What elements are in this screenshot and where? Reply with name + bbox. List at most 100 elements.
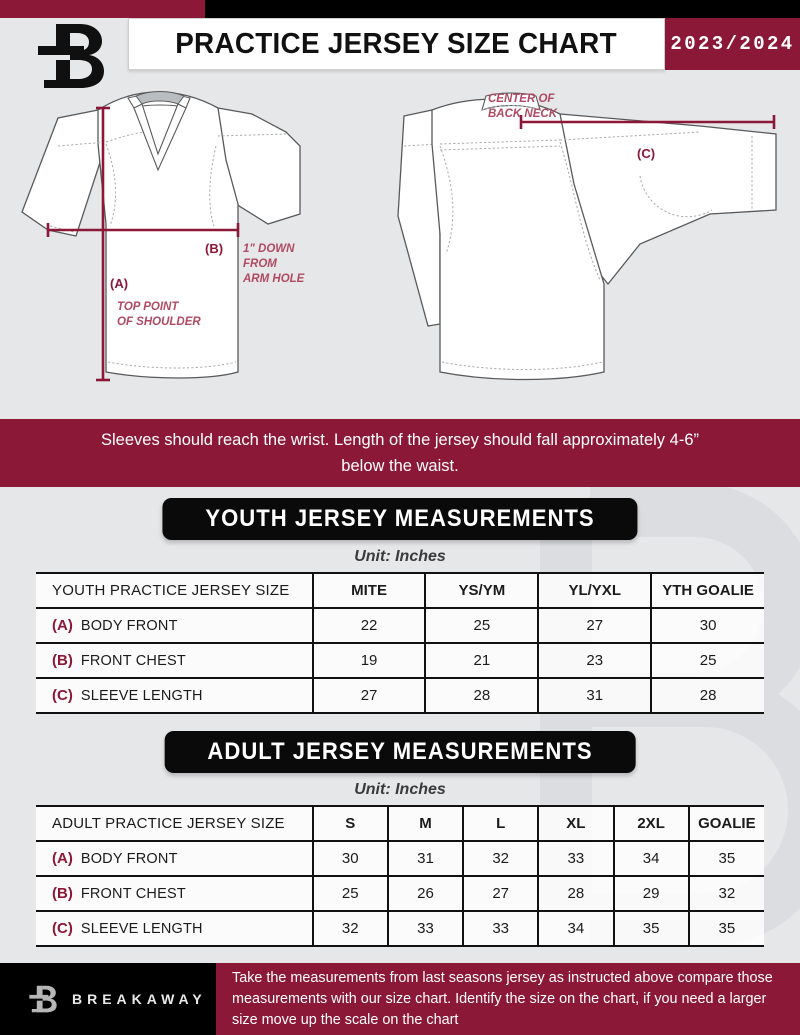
adult-section-label: ADULT JERSEY MEASUREMENTS xyxy=(207,738,593,765)
breakaway-b-logo-icon xyxy=(29,985,57,1013)
adult-table-wrap: ADULT PRACTICE JERSEY SIZE S M L XL 2XL … xyxy=(36,805,764,947)
value-cell: 23 xyxy=(538,643,653,679)
value-cell: 35 xyxy=(613,911,690,947)
value-cell: 35 xyxy=(688,841,764,877)
front-jersey-illustration: (A) TOP POINT OF SHOULDER (B) 1" DOWN FR… xyxy=(21,91,305,382)
row-label-cell: (A) BODY FRONT xyxy=(36,841,314,877)
footer-brand-block: BREAKAWAY xyxy=(0,963,216,1035)
value-cell: 34 xyxy=(613,841,690,877)
sleeve-length-note-text: Sleeves should reach the wrist. Length o… xyxy=(101,431,699,475)
table-row: (C) SLEEVE LENGTH 32 33 33 34 35 35 xyxy=(36,911,764,947)
value-cell: 27 xyxy=(538,608,653,644)
table-header-row: ADULT PRACTICE JERSEY SIZE S M L XL 2XL … xyxy=(36,805,764,842)
back-label-c-tag: (C) xyxy=(637,146,655,161)
youth-size-table: YOUTH PRACTICE JERSEY SIZE MITE YS/YM YL… xyxy=(36,572,764,714)
row-label-cell: (B) FRONT CHEST xyxy=(36,876,314,912)
value-cell: 32 xyxy=(463,841,540,877)
back-label-c-note-2: BACK NECK xyxy=(488,108,558,120)
row-label: SLEEVE LENGTH xyxy=(80,921,203,937)
column-header: MITE xyxy=(312,572,427,609)
value-cell: 25 xyxy=(651,643,764,679)
value-cell: 30 xyxy=(312,841,389,877)
column-header: M xyxy=(387,805,465,842)
value-cell: 33 xyxy=(463,911,540,947)
column-header: YL/YXL xyxy=(538,572,653,609)
value-cell: 27 xyxy=(463,876,540,912)
value-cell: 28 xyxy=(538,876,615,912)
value-cell: 26 xyxy=(387,876,465,912)
table-row: (C) SLEEVE LENGTH 27 28 31 28 xyxy=(36,678,764,714)
breakaway-b-logo-icon xyxy=(38,24,104,88)
row-label-cell: (A) BODY FRONT xyxy=(36,608,314,644)
front-label-b-note-2: FROM xyxy=(243,258,277,270)
column-header: L xyxy=(463,805,540,842)
column-header: YOUTH PRACTICE JERSEY SIZE xyxy=(36,572,314,609)
value-cell: 27 xyxy=(312,678,427,714)
title-plate: PRACTICE JERSEY SIZE CHART xyxy=(128,18,665,70)
adult-unit-label: Unit: Inches xyxy=(354,781,446,798)
sleeve-length-note-band: Sleeves should reach the wrist. Length o… xyxy=(0,419,800,487)
front-label-a-note-1: TOP POINT xyxy=(117,301,179,313)
value-cell: 28 xyxy=(651,678,764,714)
adult-section-pill: ADULT JERSEY MEASUREMENTS xyxy=(164,731,636,773)
back-jersey-illustration: CENTER OF BACK NECK (C) xyxy=(397,92,777,381)
row-tag: (A) xyxy=(52,617,73,634)
jersey-diagram: .body { fill:#ffffff; stroke:#58595b; st… xyxy=(0,84,800,414)
column-header: YS/YM xyxy=(425,572,540,609)
row-label: BODY FRONT xyxy=(80,851,178,867)
page-header: PRACTICE JERSEY SIZE CHART 2023/2024 xyxy=(0,18,800,88)
row-tag: (B) xyxy=(52,885,73,902)
table-row: (A) BODY FRONT 22 25 27 30 xyxy=(36,608,764,644)
top-accent-bar xyxy=(0,0,800,18)
column-header: S xyxy=(312,805,389,842)
row-tag: (C) xyxy=(52,920,73,937)
value-cell: 33 xyxy=(387,911,465,947)
footer-instructions-block: Take the measurements from last seasons … xyxy=(216,963,800,1035)
row-label: BODY FRONT xyxy=(80,618,178,634)
column-header: GOALIE xyxy=(688,805,764,842)
season-year-label: 2023/2024 xyxy=(670,33,795,55)
footer-instructions-text: Take the measurements from last seasons … xyxy=(232,969,773,1028)
adult-size-table: ADULT PRACTICE JERSEY SIZE S M L XL 2XL … xyxy=(36,805,764,947)
youth-table-wrap: YOUTH PRACTICE JERSEY SIZE MITE YS/YM YL… xyxy=(36,572,764,714)
column-header: 2XL xyxy=(613,805,690,842)
value-cell: 31 xyxy=(387,841,465,877)
youth-unit-label: Unit: Inches xyxy=(354,548,446,565)
value-cell: 32 xyxy=(312,911,389,947)
value-cell: 32 xyxy=(688,876,764,912)
value-cell: 29 xyxy=(613,876,690,912)
page-footer: BREAKAWAY Take the measurements from las… xyxy=(0,963,800,1035)
youth-section-pill: YOUTH JERSEY MEASUREMENTS xyxy=(162,498,638,540)
table-row: (B) FRONT CHEST 25 26 27 28 29 32 xyxy=(36,876,764,912)
front-label-a-tag: (A) xyxy=(110,276,128,291)
column-header: XL xyxy=(538,805,615,842)
row-label: SLEEVE LENGTH xyxy=(80,688,203,704)
value-cell: 28 xyxy=(425,678,540,714)
front-label-b-note-3: ARM HOLE xyxy=(242,273,305,285)
value-cell: 34 xyxy=(538,911,615,947)
season-year-badge: 2023/2024 xyxy=(665,18,800,70)
value-cell: 35 xyxy=(688,911,764,947)
row-tag: (C) xyxy=(52,687,73,704)
footer-brand-name: BREAKAWAY xyxy=(72,991,207,1007)
table-row: (A) BODY FRONT 30 31 32 33 34 35 xyxy=(36,841,764,877)
front-label-b-note-1: 1" DOWN xyxy=(243,243,295,255)
row-label-cell: (C) SLEEVE LENGTH xyxy=(36,678,314,714)
row-label-cell: (B) FRONT CHEST xyxy=(36,643,314,679)
table-header-row: YOUTH PRACTICE JERSEY SIZE MITE YS/YM YL… xyxy=(36,572,764,609)
youth-section-label: YOUTH JERSEY MEASUREMENTS xyxy=(205,505,595,532)
value-cell: 25 xyxy=(425,608,540,644)
front-label-b-tag: (B) xyxy=(205,241,223,256)
top-bar-black-segment xyxy=(205,0,800,18)
value-cell: 22 xyxy=(312,608,427,644)
back-label-c-note-1: CENTER OF xyxy=(488,93,555,105)
value-cell: 19 xyxy=(312,643,427,679)
table-row: (B) FRONT CHEST 19 21 23 25 xyxy=(36,643,764,679)
top-bar-maroon-segment xyxy=(0,0,205,18)
row-tag: (B) xyxy=(52,652,73,669)
value-cell: 30 xyxy=(651,608,764,644)
value-cell: 21 xyxy=(425,643,540,679)
row-label: FRONT CHEST xyxy=(80,886,186,902)
column-header: ADULT PRACTICE JERSEY SIZE xyxy=(36,805,314,842)
